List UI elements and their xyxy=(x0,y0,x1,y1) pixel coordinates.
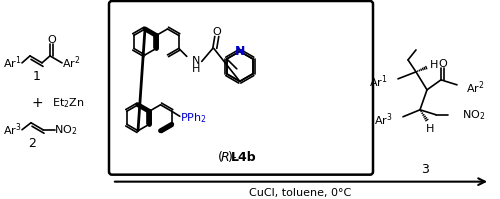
Text: CuCl, toluene, 0°C: CuCl, toluene, 0°C xyxy=(249,188,351,198)
Text: H: H xyxy=(426,124,434,134)
Text: Ar$^3$: Ar$^3$ xyxy=(2,121,22,138)
Text: R: R xyxy=(220,151,230,164)
Text: 2: 2 xyxy=(28,137,36,150)
FancyBboxPatch shape xyxy=(109,1,373,175)
Text: 3: 3 xyxy=(421,163,429,176)
Text: Ar$^2$: Ar$^2$ xyxy=(62,55,80,71)
Text: L4b: L4b xyxy=(231,151,257,164)
Text: H: H xyxy=(192,64,200,74)
Text: Et$_2$Zn: Et$_2$Zn xyxy=(52,96,84,110)
Text: N: N xyxy=(234,45,245,58)
Text: O: O xyxy=(47,35,56,45)
Text: Ar$^2$: Ar$^2$ xyxy=(466,80,484,96)
Text: NO$_2$: NO$_2$ xyxy=(54,123,78,137)
Text: O: O xyxy=(212,27,221,37)
Text: Ar$^1$: Ar$^1$ xyxy=(2,55,22,71)
Text: ): ) xyxy=(228,151,232,164)
Text: N: N xyxy=(192,56,200,66)
Text: 1: 1 xyxy=(33,70,41,83)
Text: O: O xyxy=(438,59,447,69)
Text: PPh$_2$: PPh$_2$ xyxy=(180,111,207,125)
Text: Ar$^3$: Ar$^3$ xyxy=(374,111,393,128)
Text: -: - xyxy=(232,151,236,164)
Text: H: H xyxy=(430,60,438,70)
Text: (: ( xyxy=(218,151,222,164)
Text: +: + xyxy=(31,96,43,110)
Text: NO$_2$: NO$_2$ xyxy=(462,108,485,122)
Text: Ar$^1$: Ar$^1$ xyxy=(370,74,388,90)
